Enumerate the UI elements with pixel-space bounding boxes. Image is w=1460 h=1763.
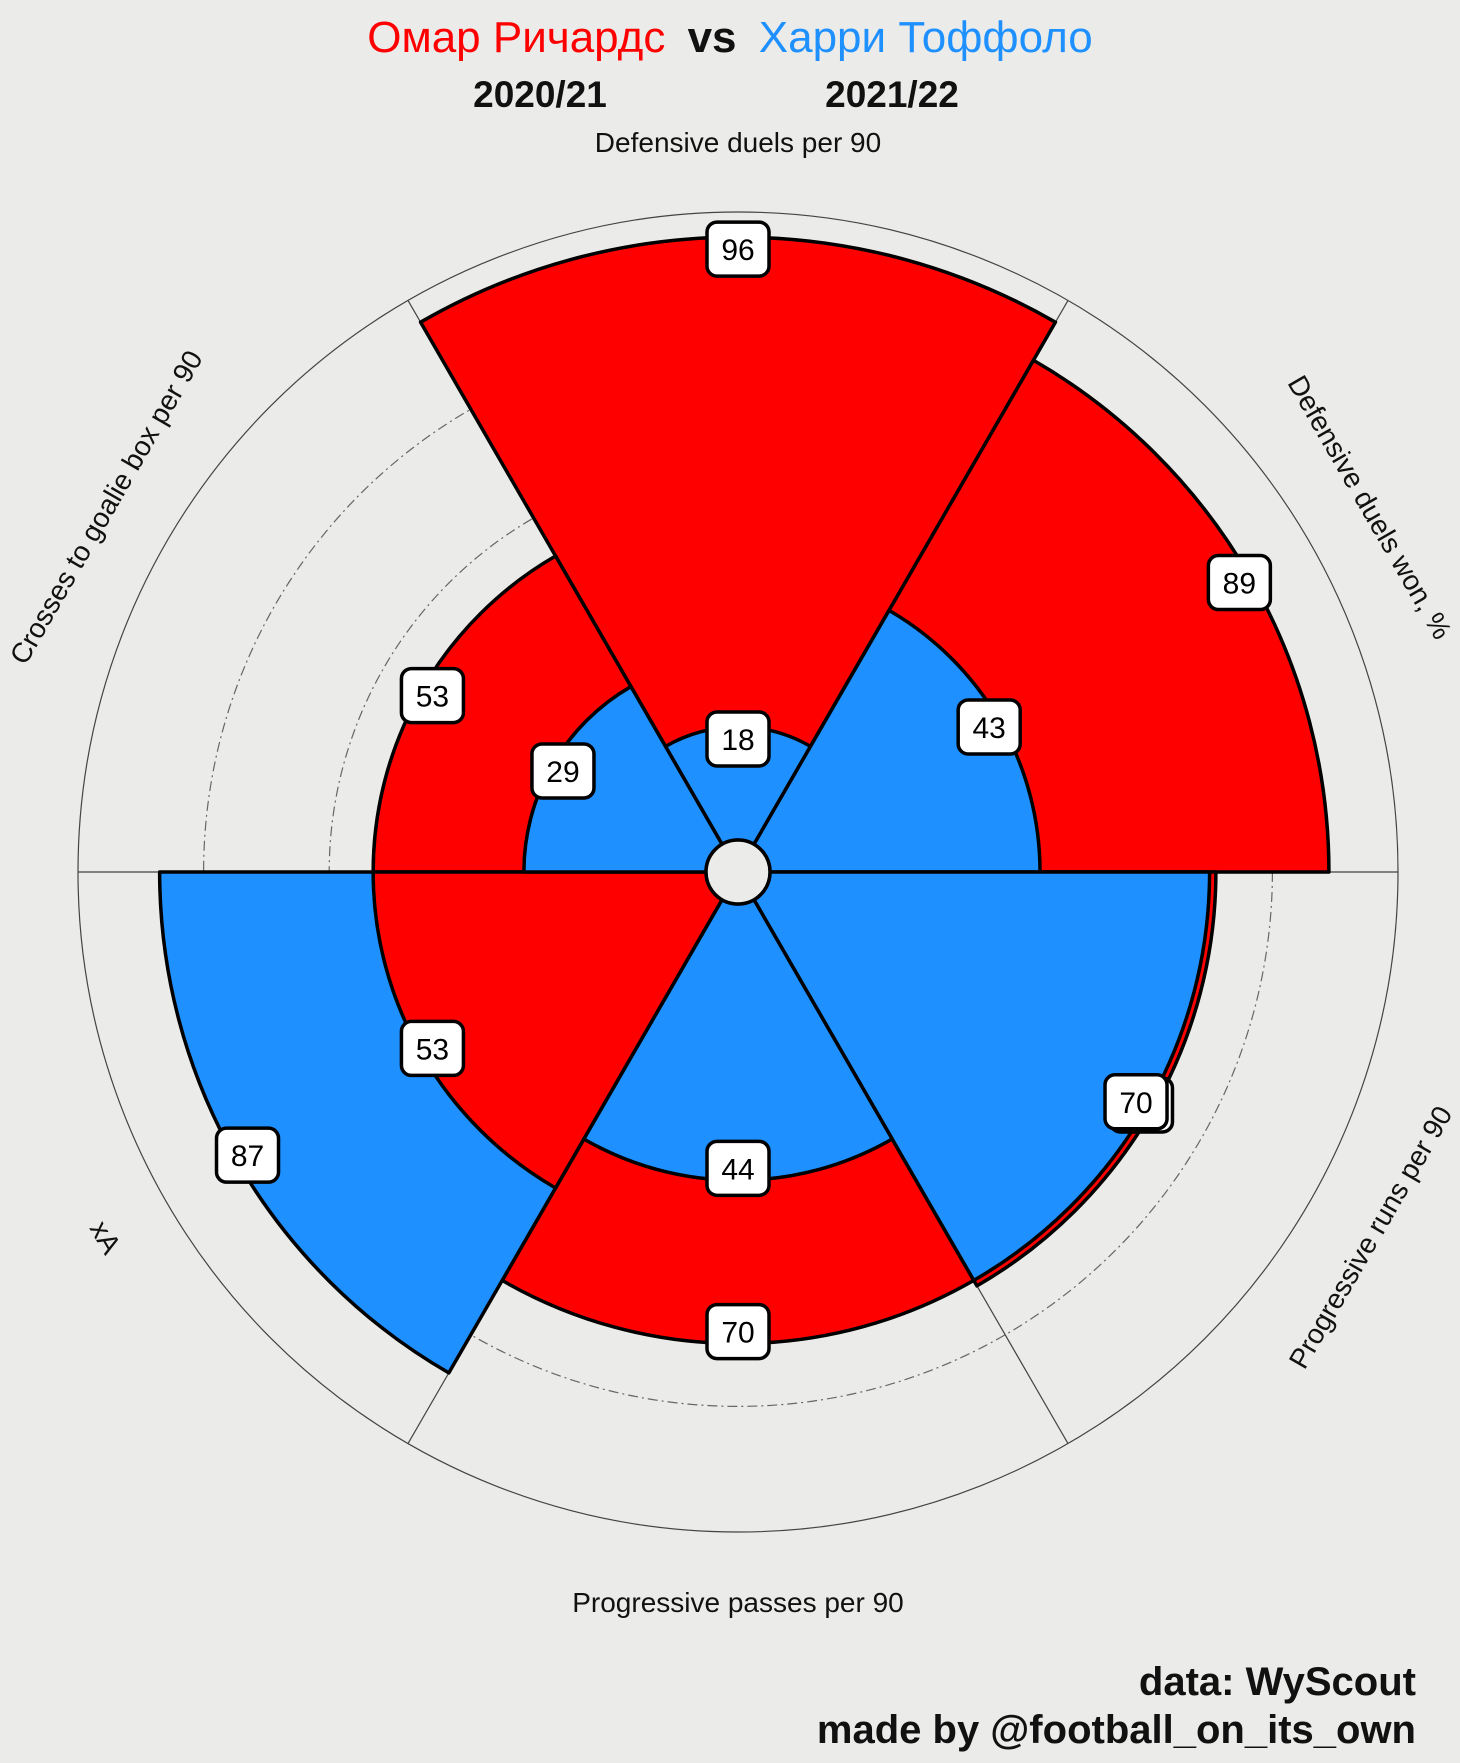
svg-text:70: 70 (721, 1317, 754, 1350)
bars (157, 235, 1331, 1375)
author-credit: made by @football_on_its_own (816, 1708, 1416, 1752)
player1-name: Омар Ричардс (367, 13, 665, 62)
value-label-player2-cat2: 43 (956, 698, 1022, 756)
svg-text:43: 43 (972, 712, 1005, 745)
value-label-player2-cat3: 70 (1103, 1073, 1169, 1131)
value-label-player1-cat6: 53 (399, 666, 466, 725)
svg-text:53: 53 (416, 1033, 449, 1066)
svg-text:70: 70 (1119, 1087, 1152, 1120)
svg-text:29: 29 (546, 756, 579, 789)
axis-label-cat3: Progressive runs per 90 (1283, 1101, 1458, 1374)
axis-label-cat2: Defensive duels won, % (1282, 370, 1458, 644)
value-label-player2-cat6: 29 (530, 742, 596, 800)
value-label-player2-cat4: 44 (705, 1139, 771, 1198)
axis-label-cat1: Defensive duels per 90 (595, 127, 881, 158)
chart-title: Омар Ричардс vs Харри Тоффоло (367, 13, 1093, 62)
svg-text:89: 89 (1223, 568, 1256, 601)
center-circle (704, 838, 772, 906)
vs-label: vs (688, 13, 737, 62)
value-label-player1-cat2: 89 (1206, 553, 1273, 612)
value-labels: 961889437170704453875329 (214, 220, 1273, 1361)
value-label-player1-cat1: 96 (705, 220, 771, 278)
player2-name: Харри Тоффоло (759, 13, 1093, 62)
value-label-player2-cat1: 18 (705, 710, 771, 768)
value-label-player2-cat5: 87 (214, 1126, 281, 1184)
svg-text:53: 53 (416, 681, 449, 714)
season2-label: 2021/22 (825, 74, 959, 115)
center-hole (704, 838, 772, 906)
data-source-credit: data: WyScout (1138, 1660, 1416, 1704)
value-label-player1-cat4: 70 (705, 1302, 771, 1361)
svg-text:96: 96 (721, 234, 754, 267)
axis-label-cat5: xA (84, 1215, 127, 1259)
svg-text:44: 44 (721, 1153, 754, 1186)
svg-text:87: 87 (231, 1140, 264, 1173)
axis-label-cat6: Crosses to goalie box per 90 (4, 345, 209, 669)
axis-label-cat4: Progressive passes per 90 (572, 1587, 904, 1618)
value-label-player1-cat5: 53 (399, 1019, 466, 1078)
season1-label: 2020/21 (473, 74, 607, 115)
svg-text:18: 18 (721, 724, 754, 757)
